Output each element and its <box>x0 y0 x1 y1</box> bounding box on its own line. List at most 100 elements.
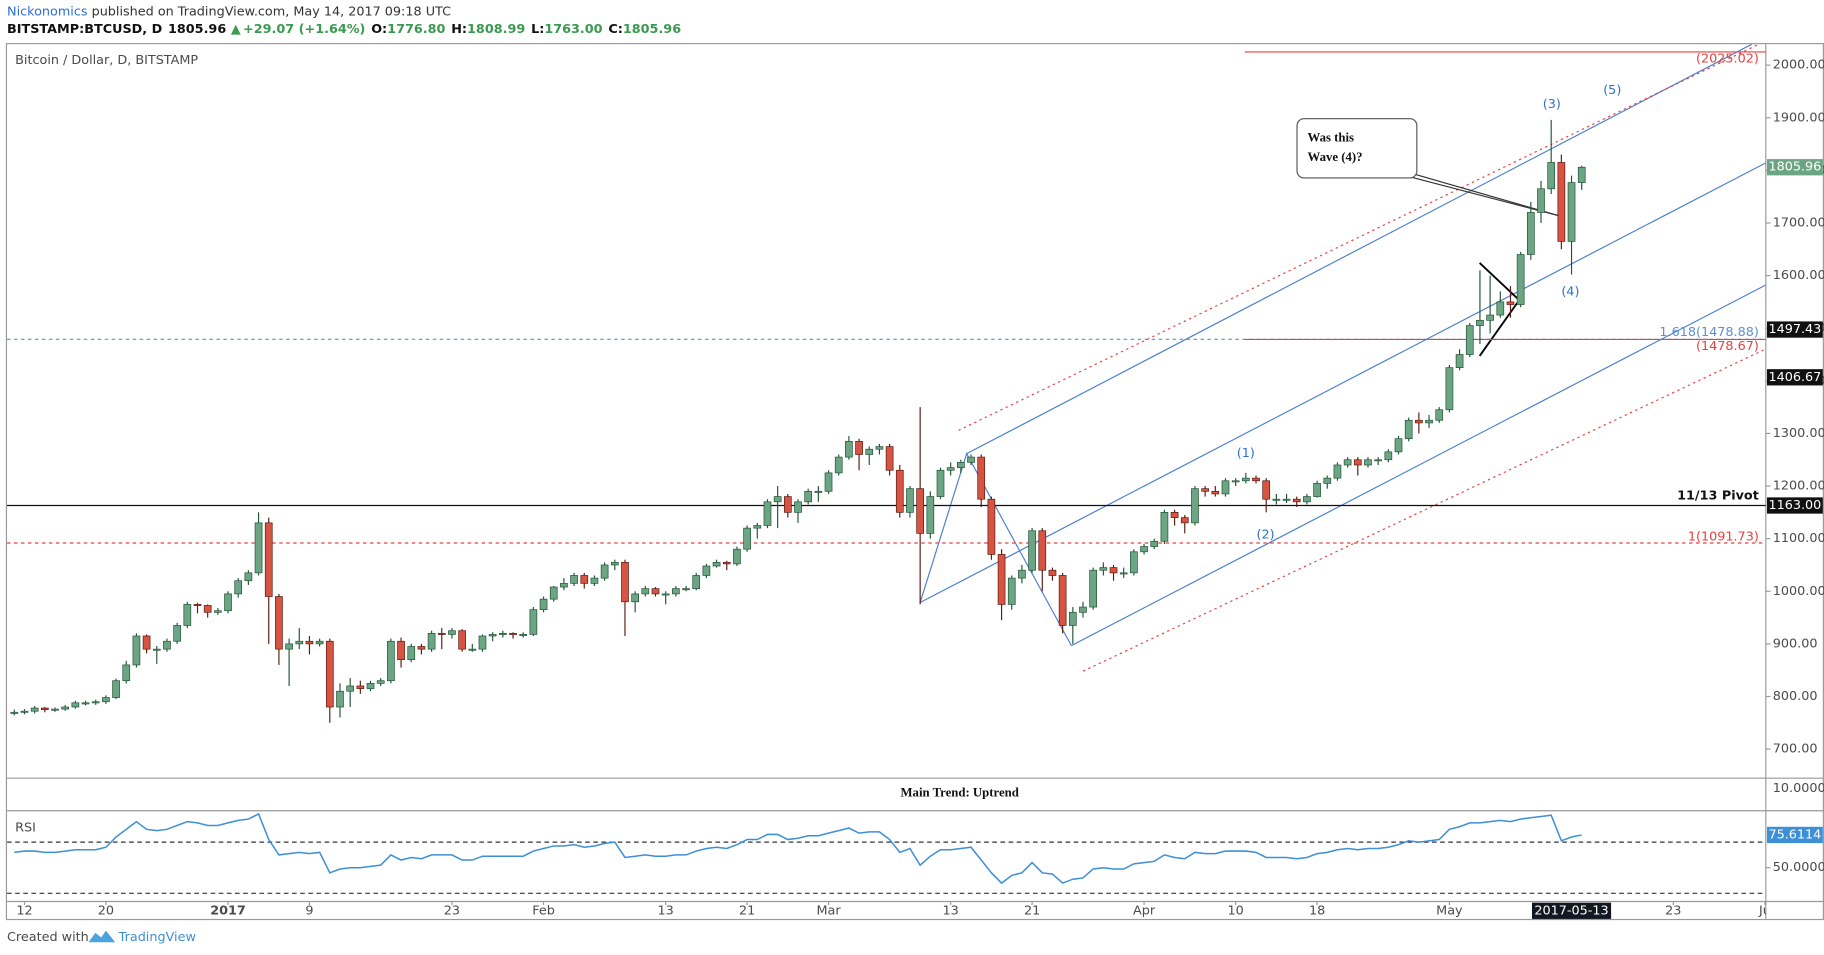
candle-body <box>1547 162 1556 190</box>
x-tick-label: Apr <box>1133 903 1156 918</box>
candle-body <box>1506 301 1515 305</box>
candle-body <box>1079 606 1087 613</box>
crosshair-date-box <box>1531 902 1612 919</box>
channel-upper <box>966 44 1753 455</box>
candle-body <box>1262 480 1271 500</box>
candle-body <box>387 640 395 682</box>
candle-body <box>1150 540 1159 547</box>
candle-body <box>1384 451 1393 461</box>
x-tick-label: Mar <box>816 903 841 918</box>
rsi-pane <box>7 812 1766 894</box>
wave-label: (1) <box>1237 446 1255 461</box>
candle-body <box>51 708 59 711</box>
candle-body <box>142 635 151 650</box>
candle-body <box>1303 496 1311 503</box>
candle-body <box>1394 438 1403 453</box>
level-label: 1.618(1478.88) <box>1659 325 1758 340</box>
x-tick-label: 23 <box>444 903 460 918</box>
candle-body <box>763 501 772 526</box>
candle-body <box>499 633 507 635</box>
y-tick-label: 1200.00 <box>1773 479 1824 494</box>
candle-body <box>81 702 90 705</box>
channel-outer-lower <box>1082 348 1766 672</box>
candle-body <box>1119 572 1128 575</box>
y-tick-label: 800.00 <box>1773 689 1818 704</box>
x-tick-label: 21 <box>1024 903 1040 918</box>
y-tick-label: 2000.00 <box>1773 58 1824 73</box>
candle-body <box>1109 567 1118 574</box>
candle-body <box>1537 188 1545 213</box>
candle-body <box>275 596 283 650</box>
y-tick-label: 1600.00 <box>1773 268 1824 283</box>
crosshair-date: 2017-05-13 <box>1534 903 1608 918</box>
price-label-box <box>1766 159 1823 176</box>
y-tick-label: 1300.00 <box>1773 426 1824 441</box>
channel-outer-upper <box>958 44 1760 431</box>
price-label: 1163.00 <box>1768 498 1821 513</box>
candle-body <box>692 575 701 589</box>
candle-body <box>743 527 751 550</box>
candle-body <box>814 490 823 493</box>
candle-body <box>437 633 446 635</box>
candle-body <box>641 588 650 595</box>
symbol-line: BITSTAMP:BTCUSD, D 1805.96 ▲ +29.07 (+1.64%… <box>7 22 681 37</box>
price-label-box <box>1766 497 1823 514</box>
drawings <box>919 44 1766 672</box>
candle-body <box>560 583 568 588</box>
publisher[interactable]: Nickonomics <box>7 4 88 19</box>
candle-body <box>1201 488 1209 492</box>
candle-body <box>1496 301 1505 316</box>
candle-body <box>203 605 212 613</box>
candle-body <box>61 706 70 710</box>
level-label: 11/13 Pivot <box>1677 489 1759 504</box>
x-tick-label: 12 <box>16 903 32 918</box>
candle-body <box>305 640 314 645</box>
candle-body <box>946 467 955 471</box>
candle-body <box>1364 459 1372 466</box>
callout-box <box>1296 118 1418 179</box>
candle-body <box>631 593 639 603</box>
x-tick-label: 23 <box>1665 903 1681 918</box>
candle-body <box>529 609 538 635</box>
callout-pointer <box>1407 171 1562 217</box>
symbol: BITSTAMP:BTCUSD, D <box>7 22 162 37</box>
price-label-box <box>1766 321 1823 338</box>
candle-body <box>1140 546 1148 553</box>
candle-body <box>957 462 965 468</box>
candle-body <box>1272 498 1281 501</box>
candle-body <box>1028 530 1036 571</box>
header-line: Nickonomics published on TradingView.com… <box>7 4 451 19</box>
candle-body <box>91 701 100 704</box>
footer-brand[interactable]: TradingView <box>118 930 196 945</box>
candle-body <box>824 472 833 492</box>
candle-body <box>1476 319 1484 326</box>
candle-body <box>1435 409 1444 421</box>
footer-created: Created with <box>7 930 89 945</box>
candle-body <box>1038 530 1047 571</box>
price-pane: (2025.02) 1.618(1478.88)(1478.67) 11/13 Pi… <box>7 51 1766 723</box>
candle-body <box>183 604 192 626</box>
candle-body <box>1465 325 1474 355</box>
candle-body <box>71 702 80 708</box>
rsi-tick-label: 50.0000 <box>1773 860 1824 875</box>
x-tick-label: 21 <box>739 903 755 918</box>
candle-body <box>519 634 528 636</box>
candle-body <box>1333 464 1342 479</box>
level-label: (1478.67) <box>1696 339 1759 354</box>
price-label-box <box>1766 369 1823 386</box>
candle-body <box>1231 480 1240 483</box>
callout-pointer <box>1409 176 1562 217</box>
callout-text: Wave (4)? <box>1307 150 1362 164</box>
candle-body <box>40 707 49 710</box>
candle-body <box>936 469 945 497</box>
candle-body <box>102 697 110 703</box>
price-label: 1805.96 <box>1768 160 1821 175</box>
candle-body <box>1058 575 1067 626</box>
candle-body <box>1170 511 1179 518</box>
candle-body <box>224 593 232 612</box>
candle-body <box>1374 459 1382 462</box>
candle-body <box>468 648 477 651</box>
